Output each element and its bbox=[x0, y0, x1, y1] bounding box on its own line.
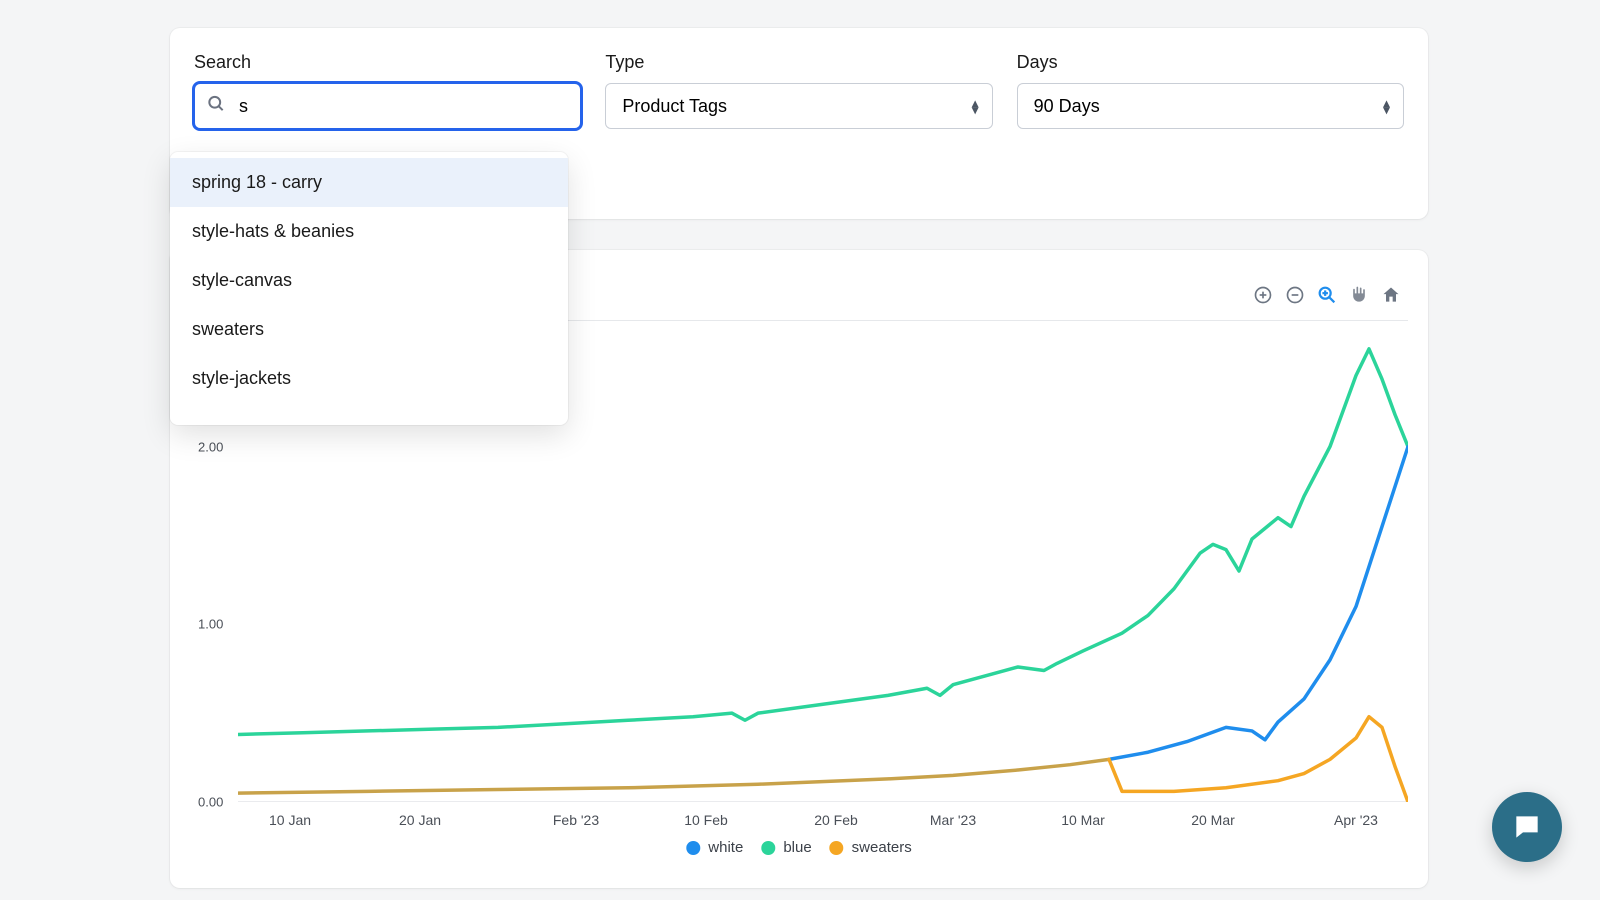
legend-item[interactable]: white bbox=[686, 839, 743, 856]
y-tick: 1.00 bbox=[198, 617, 223, 632]
x-tick: 20 Mar bbox=[1191, 812, 1235, 828]
legend-item[interactable]: blue bbox=[761, 839, 811, 856]
x-tick: 20 Feb bbox=[814, 812, 858, 828]
x-tick: 10 Feb bbox=[684, 812, 728, 828]
type-select[interactable]: Product Tags bbox=[605, 83, 992, 129]
legend-label: blue bbox=[783, 839, 811, 856]
search-label: Search bbox=[194, 52, 581, 73]
search-icon bbox=[206, 94, 226, 119]
series-white bbox=[1109, 447, 1408, 760]
search-input[interactable] bbox=[194, 83, 581, 129]
zoom-out-icon[interactable] bbox=[1284, 284, 1306, 306]
legend-label: sweaters bbox=[852, 839, 912, 856]
home-icon[interactable] bbox=[1380, 284, 1402, 306]
autocomplete-item[interactable]: style-hats & beanies bbox=[170, 207, 568, 256]
y-tick: 0.00 bbox=[198, 795, 223, 810]
days-select-wrap: 90 Days ▴▾ bbox=[1017, 83, 1404, 129]
chevron-updown-icon: ▴▾ bbox=[972, 100, 979, 113]
chevron-updown-icon: ▴▾ bbox=[1383, 100, 1390, 113]
search-wrap bbox=[194, 83, 581, 129]
series-sweaters_a bbox=[238, 759, 1109, 793]
autocomplete-item[interactable]: style-jackets bbox=[170, 354, 568, 403]
chart-legend: white blue sweaters bbox=[686, 839, 911, 856]
search-field: Search bbox=[194, 52, 581, 129]
filters-row: Search Type Product Tags ▴▾ Days bbox=[194, 52, 1404, 129]
x-tick: Apr '23 bbox=[1334, 812, 1378, 828]
x-tick: Feb '23 bbox=[553, 812, 599, 828]
x-tick: 10 Mar bbox=[1061, 812, 1105, 828]
legend-dot-icon bbox=[686, 841, 700, 855]
legend-dot-icon bbox=[830, 841, 844, 855]
type-select-wrap: Product Tags ▴▾ bbox=[605, 83, 992, 129]
chat-icon bbox=[1511, 811, 1543, 843]
legend-dot-icon bbox=[761, 841, 775, 855]
days-field: Days 90 Days ▴▾ bbox=[1017, 52, 1404, 129]
x-tick: 10 Jan bbox=[269, 812, 311, 828]
autocomplete-item[interactable]: spring 18 - carry bbox=[170, 158, 568, 207]
chat-button[interactable] bbox=[1492, 792, 1562, 862]
type-selected: Product Tags bbox=[622, 96, 727, 117]
legend-item[interactable]: sweaters bbox=[830, 839, 912, 856]
days-label: Days bbox=[1017, 52, 1404, 73]
zoom-area-icon[interactable] bbox=[1316, 284, 1338, 306]
autocomplete-dropdown: spring 18 - carrystyle-hats & beaniessty… bbox=[170, 152, 568, 425]
series-sweaters_b bbox=[1109, 717, 1408, 802]
type-label: Type bbox=[605, 52, 992, 73]
autocomplete-item[interactable]: sweaters bbox=[170, 305, 568, 354]
y-tick: 2.00 bbox=[198, 439, 223, 454]
chart-toolbar bbox=[1252, 284, 1402, 306]
x-tick: Mar '23 bbox=[930, 812, 976, 828]
days-select[interactable]: 90 Days bbox=[1017, 83, 1404, 129]
autocomplete-item[interactable]: style-canvas bbox=[170, 256, 568, 305]
legend-label: white bbox=[708, 839, 743, 856]
x-tick: 20 Jan bbox=[399, 812, 441, 828]
days-selected: 90 Days bbox=[1034, 96, 1100, 117]
type-field: Type Product Tags ▴▾ bbox=[605, 52, 992, 129]
zoom-in-icon[interactable] bbox=[1252, 284, 1274, 306]
pan-icon[interactable] bbox=[1348, 284, 1370, 306]
